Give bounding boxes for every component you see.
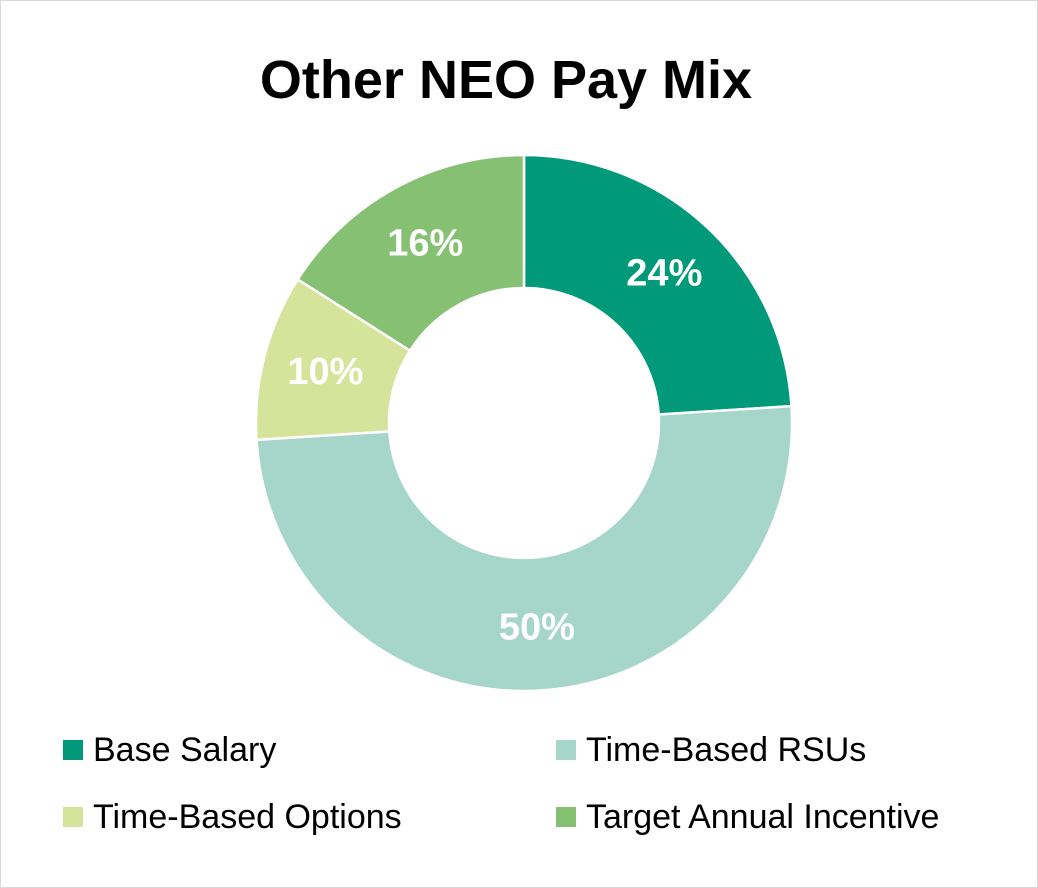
legend-item-target-annual-incentive: Target Annual Incentive bbox=[556, 797, 939, 837]
legend-label: Base Salary bbox=[93, 730, 277, 769]
data-label-base-salary: 24% bbox=[626, 253, 702, 295]
legend-swatch-time-based-options bbox=[63, 807, 83, 827]
legend-label: Time-Based Options bbox=[93, 797, 402, 836]
data-label-time-based-rsus: 50% bbox=[499, 607, 575, 649]
data-label-time-based-options: 10% bbox=[287, 351, 363, 393]
data-label-target-annual-incentive: 16% bbox=[387, 222, 463, 264]
legend-label: Target Annual Incentive bbox=[586, 797, 940, 836]
legend-item-base-salary: Base Salary bbox=[63, 730, 276, 770]
legend-item-time-based-options: Time-Based Options bbox=[63, 797, 402, 837]
chart-title: Other NEO Pay Mix bbox=[259, 50, 753, 110]
legend-label: Time-Based RSUs bbox=[586, 730, 867, 769]
legend-swatch-target-annual-incentive bbox=[556, 807, 576, 827]
legend-item-time-based-rsus: Time-Based RSUs bbox=[556, 730, 866, 770]
legend-swatch-time-based-rsus bbox=[556, 740, 576, 760]
slice-target-annual-incentive bbox=[295, 153, 526, 353]
slice-time-based-rsus bbox=[255, 404, 794, 692]
legend-swatch-base-salary bbox=[63, 740, 83, 760]
slice-base-salary bbox=[522, 153, 793, 416]
